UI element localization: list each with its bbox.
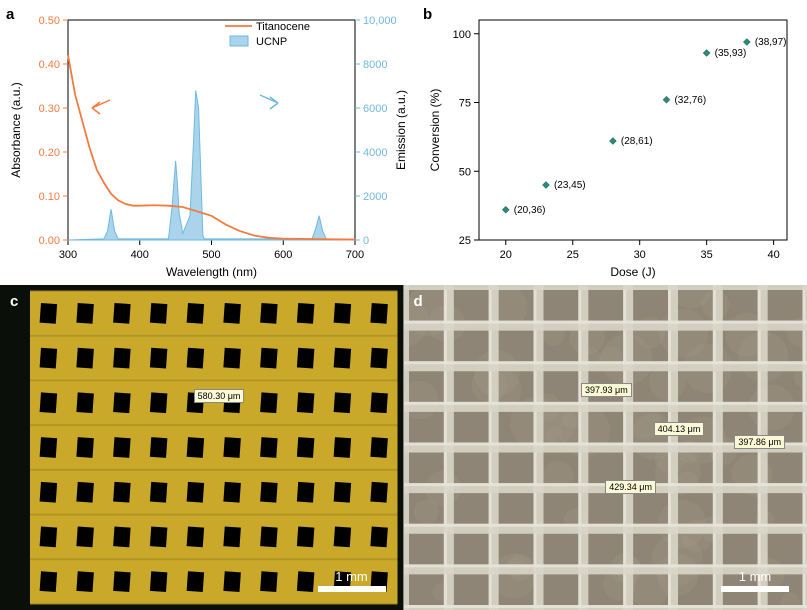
svg-text:UCNP: UCNP — [256, 36, 287, 48]
scale-bar-d-line — [721, 586, 789, 592]
svg-text:0.10: 0.10 — [39, 191, 60, 203]
svg-text:(28,61): (28,61) — [621, 136, 653, 147]
measurement-label: 580.30 μm — [194, 389, 245, 403]
svg-text:100: 100 — [453, 29, 471, 41]
measurement-label: 429.34 μm — [605, 480, 656, 494]
svg-text:700: 700 — [346, 249, 364, 261]
svg-text:75: 75 — [459, 98, 471, 110]
svg-text:35: 35 — [701, 249, 713, 261]
measurement-label: 397.86 μm — [734, 435, 785, 449]
svg-text:6000: 6000 — [363, 103, 387, 115]
svg-text:(38,97): (38,97) — [755, 37, 787, 48]
svg-text:Emission (a.u.): Emission (a.u.) — [394, 90, 408, 170]
svg-text:0.20: 0.20 — [39, 147, 60, 159]
svg-text:400: 400 — [131, 249, 149, 261]
svg-text:0.40: 0.40 — [39, 59, 60, 71]
panel-b: b 20 25 30 35 40 25 50 75 100 (20,36) (23,45) (28,6… — [417, 0, 807, 285]
svg-text:Wavelength (nm): Wavelength (nm) — [166, 265, 257, 279]
chart-a-svg: 300 400 500 600 700 0.00 0.10 0.20 0.30 0.40 0.50 0… — [0, 0, 417, 285]
svg-text:(32,76): (32,76) — [674, 95, 706, 106]
svg-text:(35,93): (35,93) — [715, 48, 747, 59]
panel-label-c: c — [10, 293, 18, 310]
scale-bar-c: 1 mm — [318, 569, 386, 592]
panel-d: d 1 mm 397.93 μm 404.13 μm 397.86 μm 429.34… — [404, 285, 807, 610]
scale-bar-c-text: 1 mm — [335, 569, 368, 584]
scale-bar-c-line — [318, 586, 386, 592]
svg-text:300: 300 — [59, 249, 77, 261]
svg-text:50: 50 — [459, 166, 471, 178]
svg-text:Titanocene: Titanocene — [256, 21, 310, 33]
svg-text:8000: 8000 — [363, 59, 387, 71]
panel-label-a: a — [6, 6, 14, 23]
micrograph-c — [0, 285, 404, 610]
panel-label-b: b — [423, 6, 432, 23]
svg-text:0.30: 0.30 — [39, 103, 60, 115]
svg-text:30: 30 — [634, 249, 646, 261]
svg-text:4000: 4000 — [363, 147, 387, 159]
chart-b-svg: 20 25 30 35 40 25 50 75 100 (20,36) (23,45) (28,61)… — [417, 0, 807, 285]
panel-a: a 300 400 500 600 700 0.00 0.10 0.20 0.30 0.40 0.5… — [0, 0, 417, 285]
svg-text:0.50: 0.50 — [39, 15, 60, 27]
svg-text:25: 25 — [567, 249, 579, 261]
svg-text:25: 25 — [459, 235, 471, 247]
svg-text:0.00: 0.00 — [39, 235, 60, 247]
svg-text:40: 40 — [767, 249, 779, 261]
svg-text:(20,36): (20,36) — [514, 205, 546, 216]
svg-text:Dose (J): Dose (J) — [610, 265, 655, 279]
svg-text:600: 600 — [274, 249, 292, 261]
svg-text:10,000: 10,000 — [363, 15, 397, 27]
scale-bar-d: 1 mm — [721, 569, 789, 592]
svg-text:0: 0 — [363, 235, 369, 247]
svg-text:(23,45): (23,45) — [554, 180, 586, 191]
svg-text:Conversion (%): Conversion (%) — [428, 89, 442, 172]
measurement-label: 404.13 μm — [654, 422, 705, 436]
svg-text:500: 500 — [202, 249, 220, 261]
panel-c: c 1 mm 580.30 μm — [0, 285, 404, 610]
svg-text:Absorbance (a.u.): Absorbance (a.u.) — [9, 82, 23, 177]
scale-bar-d-text: 1 mm — [739, 569, 772, 584]
panel-label-d: d — [414, 293, 423, 310]
measurement-label: 397.93 μm — [581, 383, 632, 397]
svg-text:20: 20 — [500, 249, 512, 261]
svg-text:2000: 2000 — [363, 191, 387, 203]
